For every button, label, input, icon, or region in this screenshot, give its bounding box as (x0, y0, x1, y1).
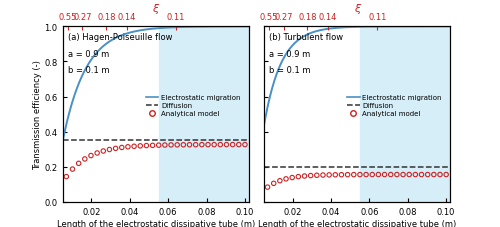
Point (332, 173, 340, 177)
Point (130, 145, 138, 148)
Point (87, 154, 95, 158)
Point (418, 173, 426, 177)
Point (216, 143, 224, 147)
Point (74, 162, 82, 165)
Point (264, 185, 272, 189)
Point (282, 177, 290, 181)
Point (313, 174, 321, 177)
Legend: Electrostatic migration, Diffusion, Analytical model: Electrostatic migration, Diffusion, Anal… (143, 92, 244, 120)
Point (62, 175, 70, 179)
Point (276, 179, 284, 183)
Point (154, 144, 162, 147)
Point (270, 182, 278, 185)
Point (380, 173, 388, 177)
Point (180, 143, 188, 147)
Point (228, 143, 236, 147)
Point (192, 143, 200, 147)
Point (386, 173, 394, 177)
Point (100, 150, 108, 153)
Text: (a) Hagen-Poiseuille flow: (a) Hagen-Poiseuille flow (68, 32, 172, 42)
Point (136, 144, 144, 148)
Point (405, 173, 413, 177)
Point (148, 144, 156, 148)
Point (412, 173, 420, 177)
X-axis label: Length of the electrostatic dissipative tube (m): Length of the electrostatic dissipative … (56, 219, 255, 227)
Point (288, 176, 296, 180)
Y-axis label: Transmission efficiency (-): Transmission efficiency (-) (32, 60, 42, 169)
Point (374, 173, 382, 177)
Point (356, 173, 364, 177)
Bar (158, 27, 268, 202)
Legend: Electrostatic migration, Diffusion, Analytical model: Electrostatic migration, Diffusion, Anal… (344, 92, 444, 120)
Point (368, 173, 376, 177)
Point (362, 173, 370, 177)
Point (338, 173, 345, 177)
Point (118, 146, 126, 150)
Point (210, 143, 218, 147)
Point (344, 173, 351, 177)
Point (106, 148, 114, 152)
X-axis label: ξ: ξ (354, 4, 360, 14)
Point (294, 175, 302, 179)
Point (424, 173, 432, 177)
Point (112, 147, 120, 151)
Text: a = 0.9 m: a = 0.9 m (270, 50, 310, 59)
Point (222, 143, 230, 147)
Point (68, 168, 76, 171)
Point (198, 143, 206, 147)
Point (167, 143, 175, 147)
Text: (b) Turbulent flow: (b) Turbulent flow (270, 32, 344, 42)
X-axis label: Length of the electrostatic dissipative tube (m): Length of the electrostatic dissipative … (258, 219, 456, 227)
Point (319, 173, 327, 177)
Point (142, 144, 150, 148)
Point (241, 143, 249, 147)
Bar (360, 27, 469, 202)
Point (93, 151, 101, 155)
Point (442, 173, 450, 177)
Point (300, 174, 308, 178)
Text: b = 0.1 m: b = 0.1 m (68, 66, 110, 75)
Point (436, 173, 444, 177)
Text: a = 0.9 m: a = 0.9 m (68, 50, 110, 59)
Point (81, 157, 89, 161)
Point (430, 173, 438, 177)
Point (350, 173, 358, 177)
Point (393, 173, 401, 177)
Point (173, 143, 181, 147)
Point (306, 174, 314, 178)
Point (235, 143, 243, 147)
X-axis label: ξ: ξ (152, 4, 159, 14)
Point (186, 143, 194, 147)
Point (399, 173, 407, 177)
Point (325, 173, 333, 177)
Point (124, 145, 132, 149)
Point (204, 143, 212, 147)
Text: b = 0.1 m: b = 0.1 m (270, 66, 311, 75)
Point (161, 143, 169, 147)
